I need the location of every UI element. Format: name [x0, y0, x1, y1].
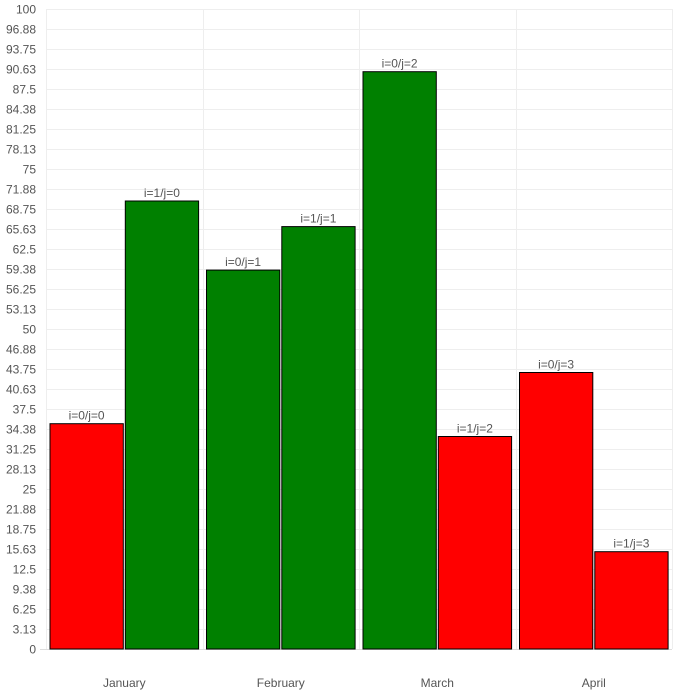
- bar-data-label: i=1/j=0: [144, 186, 180, 200]
- y-tick-label: 0: [29, 643, 36, 657]
- x-category-label: March: [421, 676, 454, 690]
- bar-data-label: i=0/j=3: [538, 358, 574, 372]
- y-tick-label: 75: [23, 163, 37, 177]
- bar-i-1-j-1[interactable]: [281, 226, 356, 650]
- y-tick-label: 28.13: [6, 463, 36, 477]
- y-tick-labels: 0 3.13 6.25 9.38 12.5 15.63 18.75 21.88 25 28.13 3…: [6, 3, 36, 657]
- y-tick-label: 46.88: [6, 343, 36, 357]
- y-tick-label: 9.38: [13, 583, 37, 597]
- y-tick-label: 6.25: [13, 603, 37, 617]
- x-category-labels: January February March April: [103, 676, 606, 690]
- y-tick-label: 12.5: [13, 563, 37, 577]
- y-tick-label: 53.13: [6, 303, 36, 317]
- y-tick-label: 21.88: [6, 503, 36, 517]
- x-category-label: April: [582, 676, 606, 690]
- y-tick-label: 31.25: [6, 443, 36, 457]
- y-tick-label: 40.63: [6, 383, 36, 397]
- y-tick-label: 56.25: [6, 283, 36, 297]
- y-tick-label: 90.63: [6, 63, 36, 77]
- y-tick-label: 50: [23, 323, 37, 337]
- y-tick-label: 84.38: [6, 103, 36, 117]
- bar-i-0-j-3[interactable]: [519, 372, 594, 650]
- bar-data-label: i=1/j=3: [613, 537, 649, 551]
- y-tick-label: 15.63: [6, 543, 36, 557]
- y-tick-label: 62.5: [13, 243, 37, 257]
- y-tick-label: 68.75: [6, 203, 36, 217]
- bar-data-label: i=0/j=2: [382, 57, 418, 71]
- y-tick-label: 18.75: [6, 523, 36, 537]
- x-category-label: February: [257, 676, 305, 690]
- bar-data-label: i=1/j=1: [300, 212, 336, 226]
- bar-i-1-j-0[interactable]: [124, 200, 200, 650]
- y-tick-label: 100: [16, 3, 36, 17]
- bar-data-label: i=0/j=0: [69, 409, 105, 423]
- bar-data-label: i=0/j=1: [225, 255, 261, 269]
- x-category-label: January: [103, 676, 146, 690]
- y-tick-label: 87.5: [13, 83, 37, 97]
- bar-i-0-j-1[interactable]: [206, 269, 281, 650]
- y-tick-label: 59.38: [6, 263, 36, 277]
- y-tick-label: 71.88: [6, 183, 36, 197]
- y-tick-label: 65.63: [6, 223, 36, 237]
- y-tick-label: 25: [23, 483, 37, 497]
- y-tick-label: 43.75: [6, 363, 36, 377]
- data-labels: i=0/j=0 i=1/j=0 i=0/j=1 i=1/j=1 i=0/j=2 i=1/j…: [69, 57, 650, 551]
- bar-i-1-j-2[interactable]: [437, 436, 513, 650]
- y-tick-label: 3.13: [13, 623, 37, 637]
- y-tick-label: 96.88: [6, 23, 36, 37]
- y-tick-label: 81.25: [6, 123, 36, 137]
- bar-i-0-j-2[interactable]: [362, 71, 437, 650]
- y-tick-label: 37.5: [13, 403, 37, 417]
- y-tick-label: 34.38: [6, 423, 36, 437]
- y-tick-label: 93.75: [6, 43, 36, 57]
- bar-data-label: i=1/j=2: [457, 422, 493, 436]
- bar-i-0-j-0[interactable]: [49, 423, 124, 650]
- y-tick-label: 78.13: [6, 143, 36, 157]
- bar-i-1-j-3[interactable]: [594, 551, 669, 650]
- bars: [49, 71, 669, 650]
